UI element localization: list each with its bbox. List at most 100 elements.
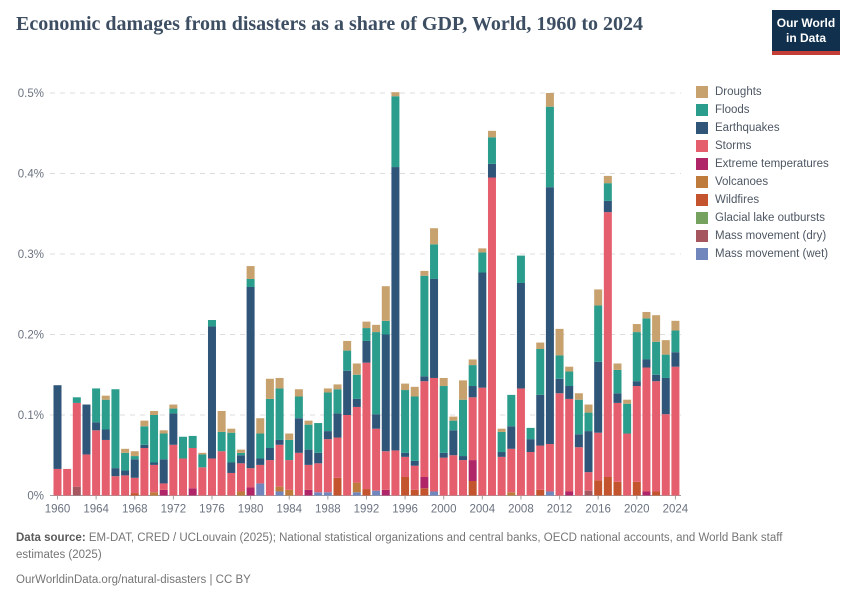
bar-segment[interactable] [555, 355, 564, 379]
bar-segment[interactable] [53, 468, 62, 496]
bar-segment[interactable] [594, 305, 603, 362]
bar-segment[interactable] [275, 388, 284, 440]
bar-segment[interactable] [671, 352, 680, 367]
bar-segment[interactable] [632, 386, 641, 482]
bar-segment[interactable] [401, 476, 410, 496]
bar-segment[interactable] [487, 163, 496, 178]
bar-segment[interactable] [468, 365, 477, 387]
bar-segment[interactable] [304, 449, 313, 465]
bar-segment[interactable] [362, 321, 371, 329]
bar-segment[interactable] [603, 200, 612, 213]
legend-item[interactable]: Wildfires [696, 194, 829, 206]
bar-segment[interactable] [478, 387, 487, 496]
bar-segment[interactable] [381, 451, 390, 490]
owid-logo[interactable]: Our World in Data [772, 10, 840, 55]
bar-segment[interactable] [468, 359, 477, 366]
bar-segment[interactable] [574, 399, 583, 435]
bar-segment[interactable] [372, 324, 381, 333]
bar-segment[interactable] [410, 460, 419, 466]
bar-segment[interactable] [275, 491, 284, 496]
bar-segment[interactable] [72, 402, 81, 487]
bar-segment[interactable] [314, 492, 323, 496]
bar-segment[interactable] [352, 482, 361, 493]
bar-segment[interactable] [439, 386, 448, 453]
bar-segment[interactable] [613, 363, 622, 370]
bar-segment[interactable] [101, 399, 110, 430]
bar-segment[interactable] [352, 374, 361, 399]
bar-segment[interactable] [574, 434, 583, 448]
bar-segment[interactable] [333, 437, 342, 478]
bar-segment[interactable] [323, 492, 332, 496]
bar-segment[interactable] [507, 394, 516, 427]
bar-segment[interactable] [92, 388, 101, 423]
bar-segment[interactable] [420, 376, 429, 382]
bar-segment[interactable] [565, 371, 574, 387]
bar-segment[interactable] [642, 367, 651, 492]
bar-segment[interactable] [613, 481, 622, 496]
bar-segment[interactable] [343, 415, 352, 496]
bar-segment[interactable] [603, 476, 612, 496]
bar-segment[interactable] [459, 380, 468, 400]
bar-segment[interactable] [265, 398, 274, 449]
bar-segment[interactable] [381, 334, 390, 452]
bar-segment[interactable] [246, 487, 255, 496]
bar-segment[interactable] [362, 362, 371, 490]
bar-segment[interactable] [468, 397, 477, 461]
bar-segment[interactable] [323, 439, 332, 493]
bar-segment[interactable] [401, 456, 410, 477]
bar-segment[interactable] [478, 248, 487, 253]
bar-segment[interactable] [584, 490, 593, 496]
bar-segment[interactable] [526, 452, 535, 496]
bar-segment[interactable] [265, 448, 274, 461]
bar-segment[interactable] [468, 386, 477, 398]
bar-segment[interactable] [516, 388, 525, 496]
bar-segment[interactable] [545, 106, 554, 188]
bar-segment[interactable] [632, 332, 641, 382]
bar-segment[interactable] [430, 278, 439, 378]
bar-segment[interactable] [381, 286, 390, 321]
bar-segment[interactable] [545, 187, 554, 444]
bar-segment[interactable] [121, 452, 130, 471]
bar-segment[interactable] [130, 456, 139, 460]
bar-segment[interactable] [497, 431, 506, 453]
bar-segment[interactable] [430, 377, 439, 492]
legend-item[interactable]: Storms [696, 140, 829, 152]
bar-segment[interactable] [603, 183, 612, 201]
bar-segment[interactable] [584, 431, 593, 473]
bar-segment[interactable] [130, 451, 139, 457]
bar-segment[interactable] [82, 404, 91, 455]
bar-segment[interactable] [159, 430, 168, 434]
bar-segment[interactable] [304, 424, 313, 450]
bar-segment[interactable] [584, 472, 593, 491]
bar-segment[interactable] [150, 462, 159, 465]
bar-segment[interactable] [82, 454, 91, 496]
bar-segment[interactable] [275, 486, 284, 492]
legend-item[interactable]: Floods [696, 104, 829, 116]
bar-segment[interactable] [275, 377, 284, 389]
bar-segment[interactable] [391, 92, 400, 97]
bar-segment[interactable] [594, 361, 603, 433]
bar-segment[interactable] [449, 416, 458, 421]
bar-segment[interactable] [526, 427, 535, 440]
bar-segment[interactable] [304, 464, 313, 490]
bar-segment[interactable] [410, 396, 419, 461]
bar-segment[interactable] [140, 444, 149, 449]
bar-segment[interactable] [343, 340, 352, 351]
bar-segment[interactable] [207, 458, 216, 496]
bar-segment[interactable] [420, 275, 429, 377]
bar-segment[interactable] [459, 456, 468, 461]
bar-segment[interactable] [246, 266, 255, 279]
bar-segment[interactable] [439, 377, 448, 387]
bar-segment[interactable] [236, 463, 245, 492]
bar-segment[interactable] [545, 93, 554, 107]
bar-segment[interactable] [632, 481, 641, 496]
bar-segment[interactable] [487, 137, 496, 164]
bar-segment[interactable] [101, 439, 110, 496]
bar-segment[interactable] [314, 452, 323, 464]
bar-segment[interactable] [430, 244, 439, 279]
bar-segment[interactable] [420, 381, 429, 477]
bar-segment[interactable] [130, 493, 139, 496]
bar-segment[interactable] [661, 354, 670, 378]
bar-segment[interactable] [565, 491, 574, 496]
bar-segment[interactable] [333, 384, 342, 390]
